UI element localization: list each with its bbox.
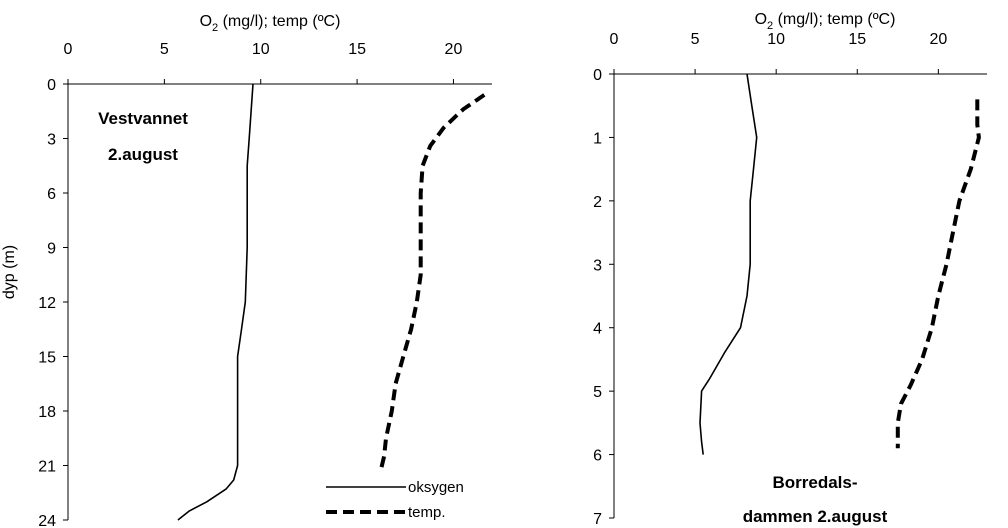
x-tick-label: 10 [252, 41, 270, 58]
y-tick-label: 18 [38, 404, 56, 421]
chart-vestvannet: O2 (mg/l); temp (ºC) dyp (m) Vestvannet … [1, 13, 492, 528]
y-tick-label: 6 [593, 448, 602, 465]
chart-vestvannet-x-axis-title: O2 (mg/l); temp (ºC) [200, 13, 341, 34]
annotation-line-1: Borredals- [772, 473, 857, 492]
y-tick-label: 9 [47, 241, 56, 258]
y-tick-label: 1 [593, 130, 602, 147]
y-tick-label: 6 [47, 186, 56, 203]
y-tick-label: 3 [47, 132, 56, 149]
legend-label-temp: temp. [408, 504, 446, 521]
y-tick-label: 15 [38, 350, 56, 367]
y-tick-label: 5 [593, 384, 602, 401]
x-tick-label: 15 [348, 41, 366, 58]
x-tick-label: 5 [160, 41, 169, 58]
x-tick-label: 5 [691, 31, 700, 48]
y-tick-label: 4 [593, 321, 602, 338]
y-tick-label: 7 [593, 511, 602, 528]
annotation-line-1: Vestvannet [98, 109, 188, 128]
chart-borredalsdammen-annotation: Borredals- dammen 2.august [743, 473, 888, 526]
series-line-temp [378, 93, 486, 474]
y-tick-label: 0 [593, 67, 602, 84]
x-tick-label: 15 [848, 31, 866, 48]
annotation-line-2: dammen 2.august [743, 507, 888, 526]
legend-label-oksygen: oksygen [408, 479, 464, 496]
x-tick-label: 20 [929, 31, 947, 48]
chart-borredalsdammen: O2 (mg/l); temp (ºC) Borredals- dammen 2… [593, 11, 987, 528]
chart-vestvannet-y-axis-title: dyp (m) [1, 245, 18, 299]
chart-borredalsdammen-x-axis-title: O2 (mg/l); temp (ºC) [755, 11, 896, 32]
y-tick-label: 0 [47, 77, 56, 94]
y-tick-label: 24 [38, 513, 56, 528]
y-tick-label: 21 [38, 459, 56, 476]
series-line-oksygen [699, 73, 758, 455]
x-tick-label: 20 [445, 41, 463, 58]
annotation-line-2: 2.august [108, 145, 178, 164]
x-tick-label: 0 [610, 31, 619, 48]
series-line-temp [895, 99, 981, 449]
y-tick-label: 2 [593, 194, 602, 211]
series-line-oksygen [177, 83, 254, 521]
chart-vestvannet-annotation: Vestvannet 2.august [98, 109, 188, 164]
y-tick-label: 3 [593, 257, 602, 274]
x-tick-label: 0 [64, 41, 73, 58]
y-tick-label: 12 [38, 295, 56, 312]
x-tick-label: 10 [767, 31, 785, 48]
legend: oksygen temp. [326, 479, 464, 521]
